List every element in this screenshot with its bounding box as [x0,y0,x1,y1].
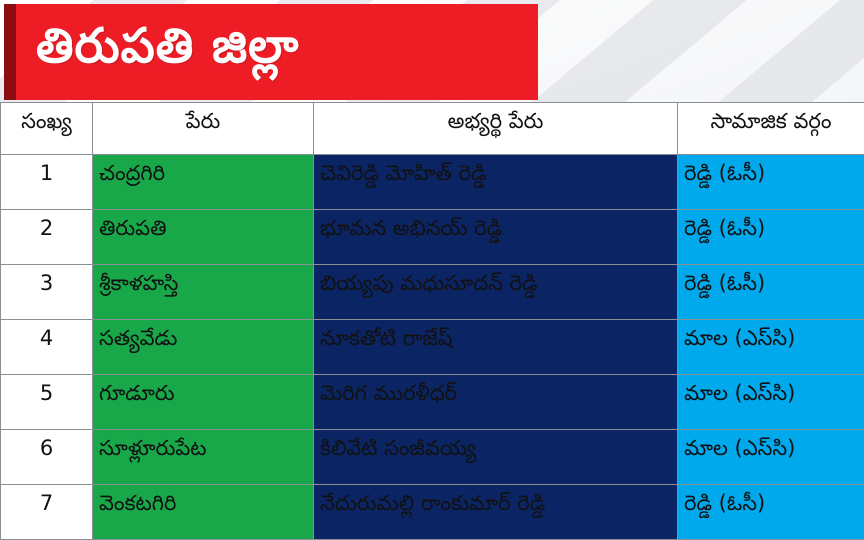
candidate-cell: నేదురుమల్లి రాంకుమార్ రెడ్డి [313,484,678,540]
constituency-cell: చంద్రగిరి [92,154,314,210]
constituency-cell: సూళ్లూరుపేట [92,429,314,485]
caste-cell: మాల (ఎస్‌సి) [677,374,864,430]
row-number: 2 [0,209,93,265]
column-header-number: సంఖ్య [0,102,93,155]
column-header-constituency: పేరు [92,102,314,155]
constituency-cell: శ్రీకాళహస్తి [92,264,314,320]
caste-cell: రెడ్డి (ఓసీ) [677,264,864,320]
row-number: 5 [0,374,93,430]
table-row: 7 వెంకటగిరి నేదురుమల్లి రాంకుమార్ రెడ్డి… [0,484,864,540]
candidate-cell: బియ్యపు మధుసూదన్ రెడ్డి [313,264,678,320]
title-banner: తిరుపతి జిల్లా [4,4,538,100]
table-row: 5 గూడూరు మెరిగ మురళీధర్ మాల (ఎస్‌సి) [0,374,864,430]
constituency-cell: వెంకటగిరి [92,484,314,540]
candidate-cell: మెరిగ మురళీధర్ [313,374,678,430]
row-number: 1 [0,154,93,210]
candidates-table: సంఖ్య పేరు అభ్యర్థి పేరు సామాజిక వర్గం 1… [0,102,864,540]
column-header-candidate: అభ్యర్థి పేరు [313,102,678,155]
table-row: 6 సూళ్లూరుపేట కిలివేటి సంజీవయ్య మాల (ఎస్… [0,429,864,485]
caste-cell: రెడ్డి (ఓసీ) [677,154,864,210]
candidate-cell: నూకతోటి రాజేష్ [313,319,678,375]
caste-cell: మాల (ఎస్‌సి) [677,319,864,375]
row-number: 6 [0,429,93,485]
caste-cell: రెడ్డి (ఓసీ) [677,484,864,540]
constituency-cell: సత్యవేడు [92,319,314,375]
constituency-cell: గూడూరు [92,374,314,430]
candidate-cell: కిలివేటి సంజీవయ్య [313,429,678,485]
candidate-cell: చెవిరెడ్డి మోహిత్ రెడ్డి [313,154,678,210]
caste-cell: రెడ్డి (ఓసీ) [677,209,864,265]
table-row: 4 సత్యవేడు నూకతోటి రాజేష్ మాల (ఎస్‌సి) [0,319,864,375]
candidate-cell: భూమన అభినయ్ రెడ్డి [313,209,678,265]
row-number: 7 [0,484,93,540]
table-header-row: సంఖ్య పేరు అభ్యర్థి పేరు సామాజిక వర్గం [0,102,864,155]
column-header-caste: సామాజిక వర్గం [677,102,864,155]
page-title: తిరుపతి జిల్లా [36,18,300,74]
constituency-cell: తిరుపతి [92,209,314,265]
table-row: 3 శ్రీకాళహస్తి బియ్యపు మధుసూదన్ రెడ్డి ర… [0,264,864,320]
row-number: 4 [0,319,93,375]
table-row: 1 చంద్రగిరి చెవిరెడ్డి మోహిత్ రెడ్డి రెడ… [0,154,864,210]
row-number: 3 [0,264,93,320]
caste-cell: మాల (ఎస్‌సి) [677,429,864,485]
table-row: 2 తిరుపతి భూమన అభినయ్ రెడ్డి రెడ్డి (ఓసీ… [0,209,864,265]
